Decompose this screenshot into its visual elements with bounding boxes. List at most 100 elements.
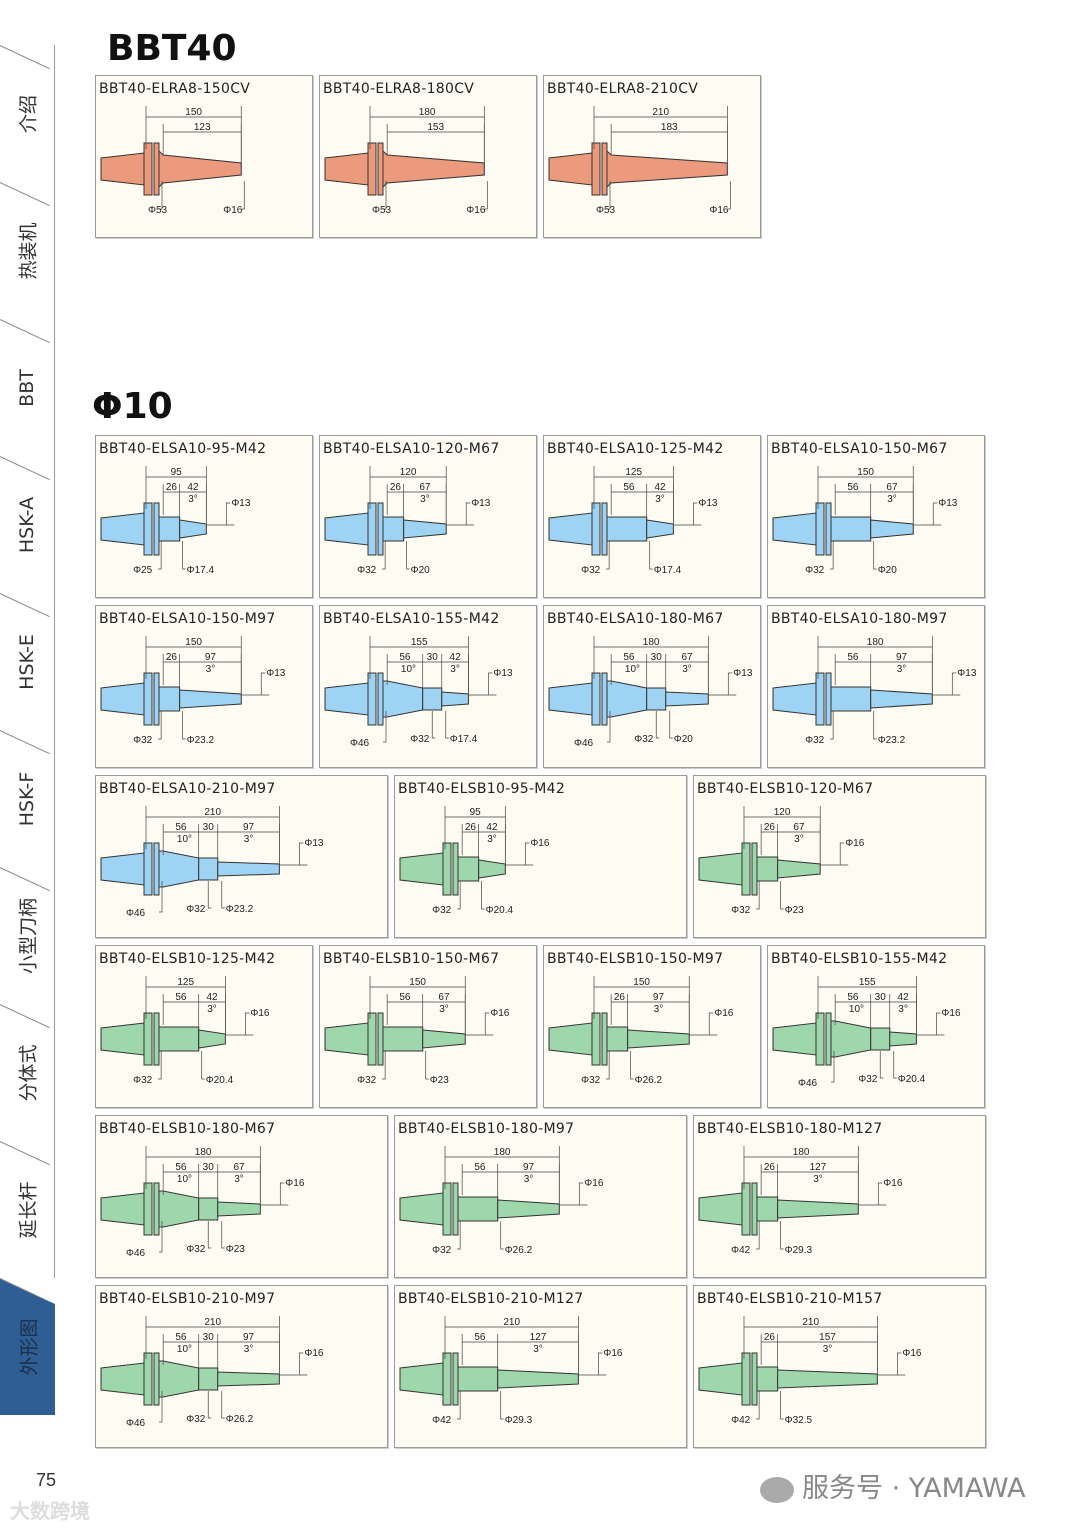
- tip-diameter: Φ13: [957, 668, 977, 679]
- neck-section: [606, 1026, 629, 1052]
- tip-taper: [441, 691, 469, 707]
- diameter-label: Φ32: [805, 735, 825, 746]
- diameter-label: Φ16: [466, 205, 486, 216]
- angle-label: 3°: [898, 1004, 908, 1015]
- sidebar-tab[interactable]: 延长杆: [0, 1141, 55, 1278]
- flange-ring: [601, 502, 608, 556]
- taper-shank: [399, 1192, 444, 1226]
- sidebar-tab[interactable]: 小型刀柄: [0, 867, 55, 1004]
- neck-section: [756, 1366, 779, 1392]
- tool-shape: [324, 142, 485, 196]
- neck-section: [606, 516, 648, 542]
- leader-line: [630, 1051, 634, 1080]
- leader-line: [500, 1221, 504, 1250]
- card-title: BBT40-ELSB10-120-M67: [697, 781, 874, 797]
- tool-shape: [548, 142, 728, 196]
- angle-label: 3°: [654, 1004, 664, 1015]
- tool-drawing: 180 56 30 67 10° 3° Φ16 Φ46 Φ32 Φ23: [100, 1146, 305, 1259]
- flange: [143, 1352, 153, 1406]
- neck-section: [830, 686, 872, 712]
- tool-shape: [100, 1182, 261, 1236]
- diameter-label: Φ42: [432, 1415, 452, 1426]
- card-title: BBT40-ELSB10-150-M67: [323, 951, 500, 967]
- leader-line: [159, 1391, 163, 1423]
- angle-label: 10°: [177, 1344, 192, 1355]
- leader-line: [606, 541, 610, 570]
- diameter-label: Φ53: [148, 205, 168, 216]
- diameter-label: Φ23: [785, 905, 805, 916]
- flange: [143, 502, 153, 556]
- sidebar-tab[interactable]: 热装机: [0, 182, 55, 319]
- leader-line: [607, 711, 611, 743]
- diameter-label: Φ17.4: [654, 565, 682, 576]
- tool-body: [606, 149, 728, 189]
- tool-shape: [772, 672, 933, 726]
- diameter-label: Φ25: [133, 565, 153, 576]
- drawing-card: BBT40-ELSA10-95-M42 95 26 42 3° Φ13 Φ25 Φ17.4: [95, 435, 313, 598]
- drawing-card: BBT40-ELSB10-150-M67 150 56 67 3° Φ16 Φ32 Φ23: [319, 945, 537, 1108]
- flange-ring: [601, 672, 608, 726]
- diameter-label: Φ32: [357, 565, 377, 576]
- tip-diameter: Φ13: [471, 498, 491, 509]
- taper-shank: [399, 852, 444, 886]
- dimension-segment: 97: [243, 1332, 255, 1343]
- flange: [367, 142, 377, 196]
- tool-drawing: 180 56 30 67 10° 3° Φ13 Φ46 Φ32 Φ20: [548, 636, 753, 749]
- dimension-total: 180: [643, 637, 660, 648]
- tool-shape: [698, 1182, 859, 1236]
- flange-ring: [153, 502, 160, 556]
- diameter-label: Φ42: [731, 1415, 751, 1426]
- tool-shape: [100, 842, 280, 896]
- dimension-segment: 56: [399, 992, 411, 1003]
- dimension-total: 155: [859, 977, 876, 988]
- leader-line: [669, 711, 673, 739]
- flange-ring: [153, 1182, 160, 1236]
- sidebar-tab-label: 介绍: [17, 94, 40, 133]
- leader-line: [524, 842, 530, 865]
- watermark-text: 服务号 · YAMAWA: [802, 1473, 1026, 1504]
- diameter-label: Φ32: [731, 905, 751, 916]
- dimension-segment: 56: [623, 482, 635, 493]
- card-title: BBT40-ELSB10-180-M127: [697, 1121, 883, 1137]
- page-number: 75: [36, 1470, 57, 1490]
- tool-drawing: 150 56 673° Φ16 Φ32 Φ23: [324, 976, 510, 1086]
- sidebar-tab[interactable]: BBT: [0, 319, 55, 456]
- dimension-total: 125: [177, 977, 194, 988]
- tip-taper: [665, 691, 709, 707]
- taper-shank: [100, 152, 145, 186]
- angle-label: 3°: [439, 1004, 449, 1015]
- sidebar-tab[interactable]: 介绍: [0, 45, 55, 182]
- leader-line: [221, 1391, 225, 1419]
- drawing-card: BBT40-ELSA10-125-M42 125 56 42 3° Φ13 Φ32 Φ17.4: [543, 435, 761, 598]
- sidebar-tab[interactable]: HSK-A: [0, 456, 55, 593]
- dimension-segment: 26: [764, 1332, 776, 1343]
- angle-label: 3°: [794, 834, 804, 845]
- dimension-total: 150: [185, 107, 202, 118]
- flange: [591, 142, 601, 196]
- dimension-segment: 56: [399, 652, 411, 663]
- dimension-segment: 153: [427, 122, 444, 133]
- taper-shank: [100, 1022, 145, 1056]
- flange-ring: [153, 1012, 160, 1066]
- sidebar-tab[interactable]: 分体式: [0, 1004, 55, 1141]
- sidebar-tab[interactable]: 外形图: [0, 1278, 55, 1415]
- diameter-label: Φ23.2: [226, 904, 254, 915]
- card-title: BBT40-ELSA10-120-M67: [323, 441, 500, 457]
- angle-label: 3°: [813, 1174, 823, 1185]
- flange-ring: [452, 1182, 459, 1236]
- dimension-segment: 97: [205, 652, 217, 663]
- dimension-total: 180: [419, 107, 436, 118]
- diameter-label: Φ32: [634, 734, 654, 745]
- leader-line: [406, 541, 410, 570]
- sidebar-tab[interactable]: HSK-F: [0, 730, 55, 867]
- drawing-card: BBT40-ELSA10-210-M97 210 56 30 97 10° 3° Φ13 Φ46…: [95, 775, 388, 938]
- dimension-total: 150: [185, 637, 202, 648]
- tool-shape: [399, 842, 506, 896]
- dimension-total: 95: [171, 467, 183, 478]
- flange-ring: [601, 1012, 608, 1066]
- wechat-icon: [760, 1476, 794, 1503]
- taper-shank: [324, 682, 369, 716]
- flange-ring: [825, 502, 832, 556]
- sidebar-tab[interactable]: HSK-E: [0, 593, 55, 730]
